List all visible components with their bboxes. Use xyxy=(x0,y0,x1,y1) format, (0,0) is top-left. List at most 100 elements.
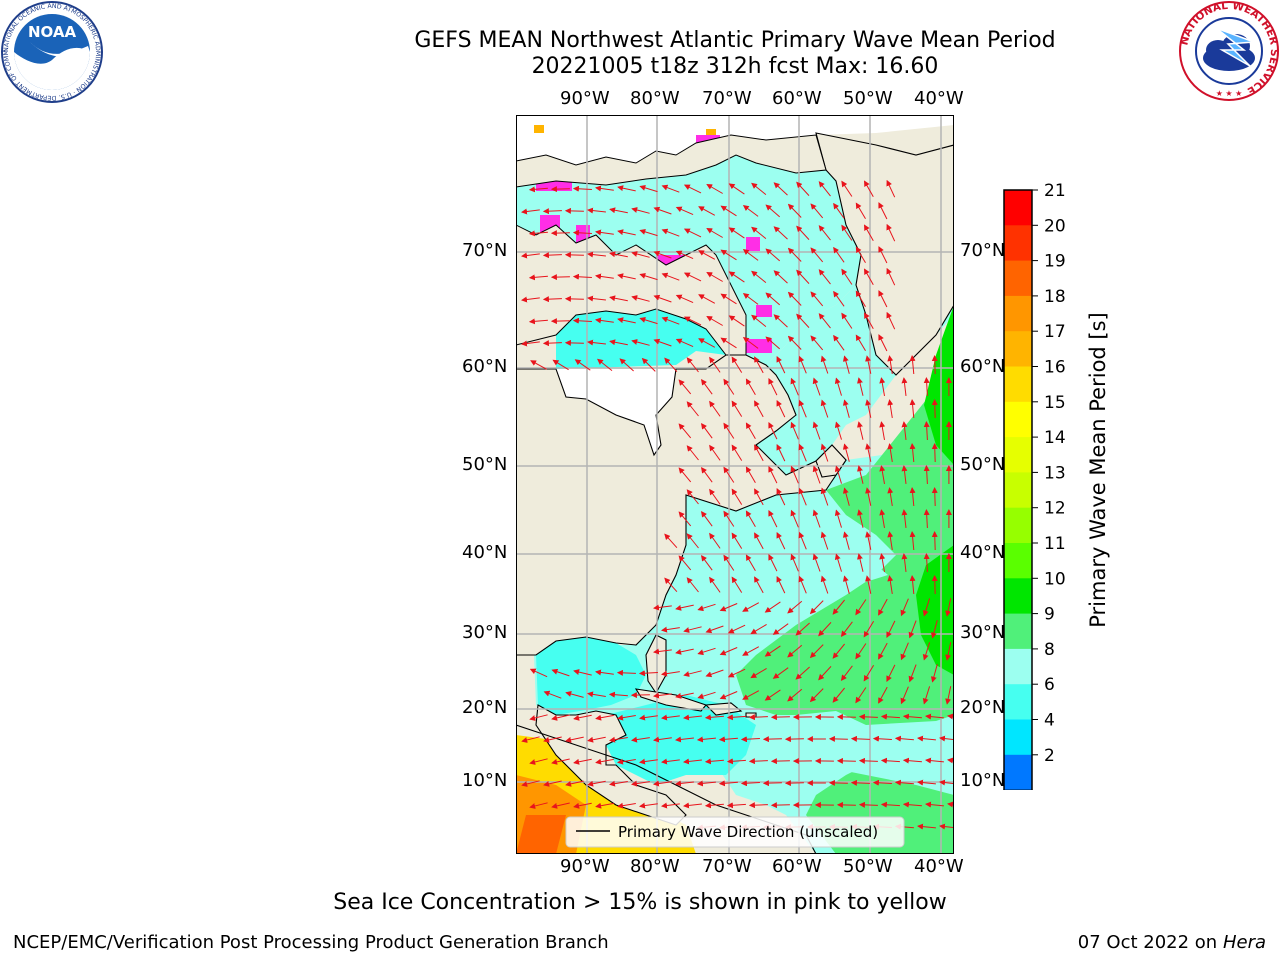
wave-arrow xyxy=(879,465,886,484)
wave-arrow xyxy=(709,444,721,461)
wave-arrow xyxy=(675,294,694,304)
wave-arrow xyxy=(728,227,745,239)
chart-title: GEFS MEAN Northwest Atlantic Primary Wav… xyxy=(414,28,1056,53)
wave-arrow xyxy=(931,399,938,419)
colorbar-segment xyxy=(1004,401,1032,438)
latitude-tick-label: 40°N xyxy=(960,542,1006,563)
wave-arrow xyxy=(790,509,799,528)
wave-arrow xyxy=(751,182,767,195)
wave-arrow xyxy=(886,223,896,242)
wave-arrow xyxy=(653,294,672,303)
wave-arrow xyxy=(878,686,888,704)
wave-arrow xyxy=(573,669,592,676)
wave-arrow xyxy=(748,714,768,721)
wave-arrow xyxy=(850,735,870,742)
wave-arrow xyxy=(765,292,781,306)
wave-arrow xyxy=(947,713,954,720)
wave-arrow xyxy=(872,735,892,742)
wave-arrow xyxy=(661,184,680,193)
wave-arrow xyxy=(573,758,592,765)
wave-arrow xyxy=(886,179,896,198)
wave-arrow xyxy=(772,667,789,679)
wave-arrow xyxy=(683,272,702,282)
colorbar-segment xyxy=(1004,472,1032,509)
wave-arrow xyxy=(706,184,723,194)
wave-arrow xyxy=(832,643,845,659)
wave-arrow xyxy=(842,575,850,594)
wave-arrow xyxy=(820,399,829,418)
wave-arrow xyxy=(787,688,803,702)
wave-arrow xyxy=(909,531,916,551)
wave-arrow xyxy=(564,339,584,346)
longitude-tick-label: 40°W xyxy=(914,88,964,109)
wave-arrow xyxy=(639,228,658,237)
wave-arrow xyxy=(572,185,592,192)
wave-arrow xyxy=(653,338,672,347)
wave-arrow xyxy=(901,553,908,572)
wave-arrow xyxy=(798,487,807,506)
wave-arrow xyxy=(720,205,737,217)
wave-arrow xyxy=(521,296,540,303)
colorbar-tick-label: 20 xyxy=(1044,216,1066,236)
wave-arrow xyxy=(902,801,922,808)
wave-arrow xyxy=(742,690,760,700)
wave-arrow xyxy=(886,620,896,638)
wave-arrow xyxy=(787,600,803,614)
colorbar-segment xyxy=(1004,648,1032,685)
colorbar-tick-label: 10 xyxy=(1044,569,1066,589)
wave-arrow xyxy=(675,692,694,699)
wave-arrow xyxy=(609,251,628,258)
wave-arrow xyxy=(521,780,540,787)
wave-arrow xyxy=(863,665,875,682)
wave-arrow xyxy=(931,575,938,595)
wave-arrow xyxy=(617,273,636,280)
wave-arrow xyxy=(880,713,900,720)
wave-arrow xyxy=(787,291,802,306)
wave-arrow xyxy=(887,487,894,506)
wave-arrow xyxy=(723,510,735,527)
wave-arrow xyxy=(675,648,694,655)
wave-arrow xyxy=(768,554,778,572)
wave-arrow xyxy=(768,422,778,440)
wave-arrow xyxy=(639,714,658,721)
wave-arrow xyxy=(748,758,768,765)
colorbar-tick-label: 16 xyxy=(1044,358,1066,378)
colorbar-segment xyxy=(1004,754,1032,790)
wave-arrow xyxy=(683,316,702,326)
wave-arrow xyxy=(931,443,938,463)
wave-arrow xyxy=(595,802,614,809)
latitude-tick-label: 70°N xyxy=(462,240,508,261)
wave-arrow xyxy=(678,467,692,483)
wave-arrow xyxy=(810,203,824,219)
wave-arrow xyxy=(664,357,678,373)
wave-arrow xyxy=(879,509,886,528)
wave-arrow xyxy=(718,780,738,787)
wave-arrow xyxy=(842,355,850,374)
wave-arrow xyxy=(701,554,713,571)
wave-arrow xyxy=(653,692,672,699)
wave-arrow xyxy=(790,421,799,440)
svg-text:★ ★ ★: ★ ★ ★ xyxy=(1216,89,1243,98)
wave-arrow xyxy=(742,249,759,261)
wave-arrow xyxy=(750,623,767,635)
wave-arrow xyxy=(902,713,922,720)
wave-arrow xyxy=(865,399,872,418)
wave-arrow xyxy=(879,421,886,440)
wave-arrow xyxy=(917,823,936,830)
wave-arrow xyxy=(704,802,724,809)
wave-arrow xyxy=(528,230,548,237)
wave-arrow xyxy=(809,600,824,615)
wave-arrow xyxy=(683,670,702,677)
wave-arrow xyxy=(754,488,764,506)
wave-arrow xyxy=(745,378,756,396)
wave-arrow xyxy=(595,669,614,676)
wave-arrow xyxy=(686,577,699,593)
wave-arrow xyxy=(855,643,867,660)
wave-arrow xyxy=(683,714,702,721)
latitude-tick-label: 70°N xyxy=(960,240,1006,261)
hudson-bay-water xyxy=(556,309,726,369)
wave-arrow xyxy=(661,316,680,325)
wave-arrow xyxy=(818,622,832,637)
colorbar-segment xyxy=(1004,578,1032,615)
wave-arrow xyxy=(751,270,767,283)
